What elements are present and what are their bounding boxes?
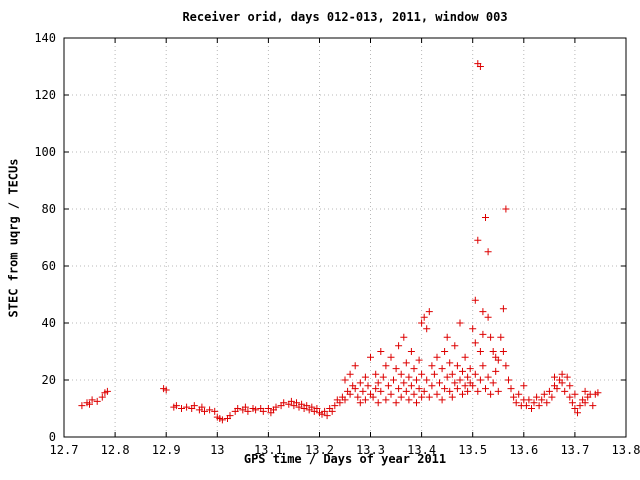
y-tick-label: 0 [49,430,56,444]
y-tick-label: 80 [42,202,56,216]
x-tick-label: 13.4 [407,443,436,457]
y-tick-label: 100 [34,145,56,159]
x-tick-label: 13.1 [254,443,283,457]
plot-border [63,37,627,438]
chart-title: Receiver orid, days 012-013, 2011, windo… [182,10,508,24]
x-axis-label: GPS time / Days of year 2011 [243,452,447,466]
x-tick-label: 12.9 [152,443,181,457]
y-tick-label: 20 [42,373,56,387]
x-tick-label: 12.8 [101,443,130,457]
x-tick-label: 13.8 [612,443,640,457]
y-tick-label: 40 [42,316,56,330]
x-tick-label: 13 [210,443,224,457]
x-tick-label: 13.2 [305,443,334,457]
y-tick-label: 140 [34,31,56,45]
x-tick-label: 13.6 [509,443,538,457]
x-tick-label: 13.5 [458,443,487,457]
y-tick-label: 120 [34,88,56,102]
data-points [78,60,602,424]
x-tick-label: 12.7 [50,443,79,457]
x-tick-label: 13.3 [356,443,385,457]
y-tick-label: 60 [42,259,56,273]
x-tick-label: 13.7 [560,443,589,457]
